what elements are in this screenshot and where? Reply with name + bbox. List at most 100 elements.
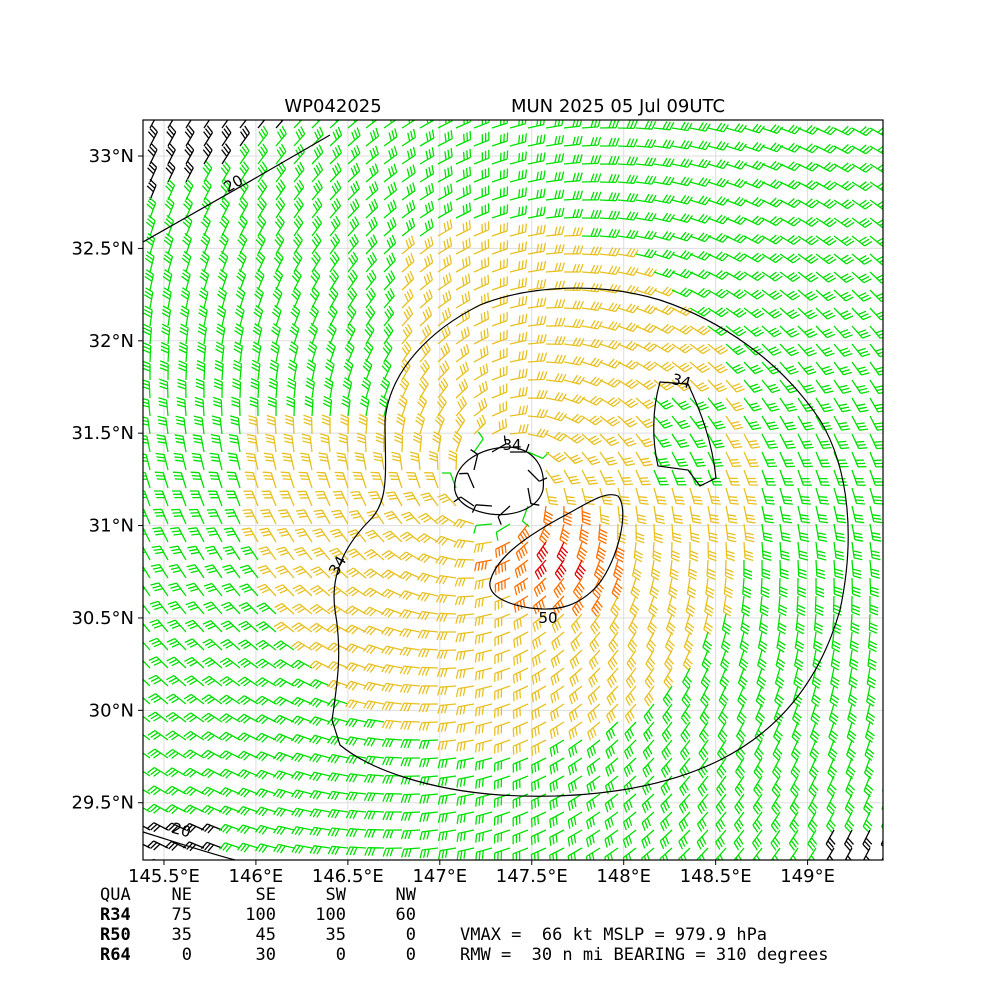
wind-barb	[653, 361, 675, 372]
wind-barb	[761, 307, 783, 319]
wind-barb	[545, 411, 568, 422]
wind-barb	[797, 469, 812, 486]
wind-barb	[671, 139, 693, 150]
wind-barb	[622, 847, 637, 860]
wind-barb	[347, 145, 361, 165]
wind-barb	[178, 341, 188, 363]
wind-barb	[679, 757, 691, 779]
wind-barb	[437, 775, 457, 787]
wind-barb	[452, 518, 475, 529]
wind-barb	[291, 807, 313, 818]
wind-barb	[456, 721, 475, 734]
wind-barb	[617, 378, 639, 389]
wind-barb	[311, 215, 323, 237]
wind-barb	[833, 325, 853, 339]
wind-barb	[237, 676, 259, 687]
wind-barb	[581, 283, 603, 293]
wind-barb	[725, 487, 739, 505]
wind-barb	[776, 631, 786, 653]
wind-barb	[793, 649, 804, 671]
wind-barb	[419, 289, 433, 309]
wind-barb	[869, 343, 883, 358]
wind-barb	[761, 379, 781, 394]
wind-barb	[272, 714, 295, 725]
wind-barb	[757, 649, 767, 671]
wind-barb	[869, 235, 883, 247]
wind-barb	[581, 246, 602, 256]
wind-barb	[568, 703, 583, 723]
wind-barb	[707, 415, 726, 430]
wind-barb	[275, 565, 295, 579]
wind-barb	[196, 360, 206, 381]
wind-barb	[753, 775, 764, 797]
wind-barb	[689, 177, 711, 187]
wind-barb	[370, 471, 385, 489]
wind-barb	[599, 339, 622, 350]
wind-barb	[222, 564, 241, 579]
wind-barb	[162, 287, 172, 309]
wind-barb	[365, 269, 377, 291]
wind-barb	[725, 325, 747, 337]
wind-barb	[254, 268, 265, 291]
wind-barb	[660, 757, 673, 778]
wind-barb	[671, 306, 694, 316]
wind-barb	[400, 829, 421, 840]
wind-barb	[437, 183, 453, 201]
wind-barb	[869, 487, 883, 505]
table-cell: 75	[172, 905, 192, 925]
wind-barb	[756, 667, 767, 690]
wind-barb	[419, 165, 435, 183]
wind-barb	[833, 271, 854, 283]
wind-barb	[779, 142, 802, 153]
wind-barb	[527, 188, 546, 201]
wind-barb	[671, 451, 688, 467]
wind-barb	[869, 289, 883, 302]
wind-barb	[815, 253, 837, 265]
wind-barb	[707, 523, 719, 543]
wind-barb	[475, 775, 493, 789]
wind-barb	[245, 452, 259, 471]
wind-barb	[143, 379, 151, 399]
wind-barb	[833, 505, 847, 524]
wind-barb	[474, 595, 493, 609]
wind-barb	[670, 541, 680, 562]
wind-barb	[307, 341, 318, 363]
wind-barb	[273, 268, 284, 291]
wind-barb	[635, 157, 657, 167]
wind-barb	[833, 433, 850, 450]
wind-barb	[635, 285, 658, 296]
wind-barb	[220, 638, 241, 651]
wind-barb	[168, 563, 187, 579]
wind-barb	[183, 675, 205, 687]
wind-barb	[382, 829, 403, 839]
wind-barb	[545, 469, 564, 484]
wind-barb	[761, 433, 778, 449]
wind-barb	[419, 359, 430, 381]
wind-barb	[419, 200, 435, 219]
wind-barb	[635, 248, 657, 259]
wind-barb	[201, 731, 223, 742]
wind-barb	[563, 433, 585, 444]
wind-barb	[653, 194, 675, 204]
wind-barb	[867, 631, 878, 653]
wind-barb	[827, 739, 838, 762]
wind-barb	[832, 613, 842, 635]
wind-barb	[660, 811, 673, 832]
wind-barb	[238, 620, 259, 633]
wind-barb	[143, 715, 151, 723]
wind-barb	[641, 793, 655, 814]
wind-barb	[815, 125, 838, 136]
wind-barb	[437, 290, 452, 309]
wind-barb	[338, 432, 349, 453]
wind-barb	[599, 302, 621, 313]
wind-barb	[550, 667, 565, 686]
wind-barb	[587, 703, 601, 723]
wind-barb	[626, 649, 637, 671]
wind-barb	[473, 274, 490, 291]
wind-barb	[833, 144, 855, 155]
wind-barb	[418, 721, 439, 731]
wind-barb	[815, 451, 831, 468]
wind-barb	[743, 252, 765, 263]
wind-barb	[201, 712, 223, 723]
wind-barb	[364, 847, 385, 856]
